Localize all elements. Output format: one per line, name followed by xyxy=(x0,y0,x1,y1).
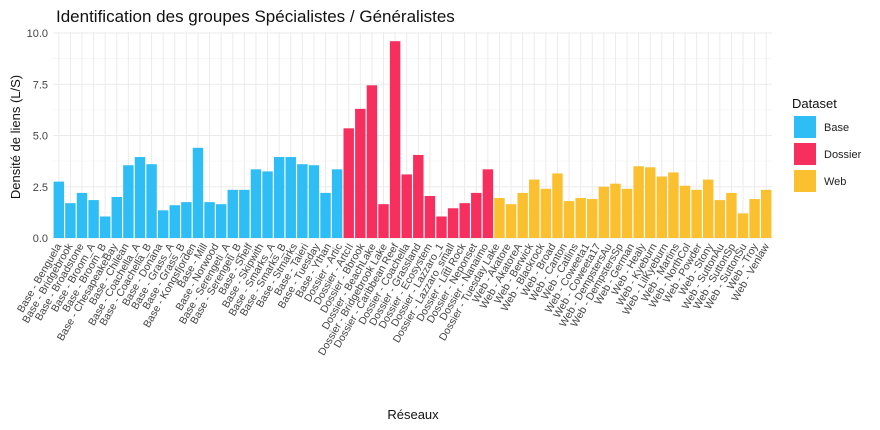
bar xyxy=(668,172,679,238)
bar xyxy=(505,204,517,238)
bar xyxy=(366,85,378,239)
y-axis-label: Densité de liens (L/S) xyxy=(8,75,23,199)
bar xyxy=(621,188,633,238)
bar xyxy=(494,198,505,238)
bar xyxy=(552,173,563,238)
bar xyxy=(204,202,215,238)
bar xyxy=(262,171,273,238)
bar xyxy=(726,192,737,238)
bar xyxy=(679,185,691,238)
legend-swatch-base xyxy=(794,116,816,138)
bar xyxy=(331,169,343,238)
bar xyxy=(181,202,192,238)
y-tick-label: 5.0 xyxy=(33,131,48,143)
legend-title: Dataset xyxy=(792,96,837,111)
bar xyxy=(471,192,482,238)
bar xyxy=(297,164,308,238)
bar xyxy=(760,189,772,238)
bar xyxy=(320,192,331,238)
y-tick-label: 0.0 xyxy=(33,233,48,245)
bar xyxy=(53,181,65,238)
bar xyxy=(192,147,204,238)
chart-title: Identification des groupes Spécialistes … xyxy=(56,7,455,26)
bar xyxy=(656,176,668,238)
bar xyxy=(355,108,366,238)
bar xyxy=(587,199,598,238)
bar xyxy=(714,200,726,238)
bar xyxy=(737,213,749,238)
bar xyxy=(482,169,494,238)
bar xyxy=(540,188,552,238)
bar xyxy=(65,203,76,238)
legend-swatch-dossier xyxy=(794,143,816,165)
y-tick-label: 10.0 xyxy=(27,28,48,40)
y-tick-label: 2.5 xyxy=(33,182,48,194)
bar xyxy=(227,189,238,238)
bar xyxy=(273,157,285,238)
bar xyxy=(285,157,296,238)
bar xyxy=(134,157,146,238)
legend: Dataset Base Dossier Web xyxy=(792,96,862,192)
bar xyxy=(76,192,88,238)
bar xyxy=(343,128,354,238)
bar xyxy=(413,154,424,238)
bars xyxy=(53,41,772,239)
bar xyxy=(633,166,644,238)
bar xyxy=(575,198,586,238)
bar xyxy=(447,208,459,238)
bar xyxy=(378,204,389,238)
legend-swatch-web xyxy=(794,170,816,192)
bar xyxy=(702,179,714,238)
bar xyxy=(436,216,447,238)
bar xyxy=(389,41,401,239)
bar xyxy=(424,195,436,238)
legend-label-web: Web xyxy=(824,176,846,188)
legend-label-base: Base xyxy=(824,122,849,134)
x-axis-label: Réseaux xyxy=(387,407,439,422)
bar xyxy=(645,167,656,238)
legend-label-dossier: Dossier xyxy=(824,149,862,161)
bar xyxy=(529,179,540,238)
bar xyxy=(123,165,134,238)
bar xyxy=(239,189,250,238)
bar xyxy=(517,192,528,238)
bar xyxy=(111,197,123,238)
bar xyxy=(563,201,575,238)
y-axis-ticks: 0.0 2.5 5.0 7.5 10.0 xyxy=(27,28,48,245)
bar xyxy=(401,174,412,238)
bar xyxy=(749,199,760,238)
bar xyxy=(598,186,610,238)
bar xyxy=(308,165,320,238)
bar xyxy=(88,200,99,238)
bar xyxy=(157,210,169,238)
bar xyxy=(146,164,157,238)
bar xyxy=(215,204,227,238)
bar xyxy=(99,216,111,238)
bar xyxy=(691,189,702,238)
bar xyxy=(169,205,180,238)
bar xyxy=(610,183,621,238)
bar xyxy=(459,203,470,238)
bar xyxy=(250,169,262,238)
y-tick-label: 7.5 xyxy=(33,79,48,91)
